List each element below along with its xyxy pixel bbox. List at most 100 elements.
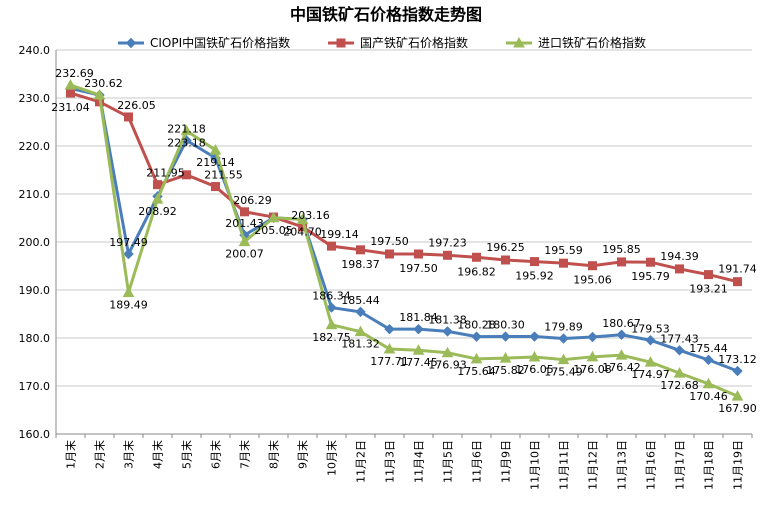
y-tick-label: 170.0 <box>19 380 51 393</box>
series-point <box>616 329 627 340</box>
data-label: 205.05 <box>254 224 293 237</box>
legend-label: CIOPI中国铁矿石价格指数 <box>150 35 290 50</box>
data-label: 195.92 <box>515 270 554 283</box>
data-label: 181.32 <box>341 338 380 351</box>
series-point <box>124 112 133 122</box>
data-label: 176.42 <box>602 361 641 374</box>
data-label: 211.55 <box>204 169 243 182</box>
series-point <box>529 331 540 342</box>
data-label: 167.90 <box>718 402 757 415</box>
series-point <box>557 353 570 365</box>
data-label: 175.44 <box>689 342 728 355</box>
data-label: 226.05 <box>117 99 156 112</box>
y-tick-label: 190.0 <box>19 284 51 297</box>
series-point <box>471 331 482 342</box>
series-point <box>587 331 598 343</box>
chart-legend: CIOPI中国铁矿石价格指数 国产铁矿石价格指数 进口铁矿石价格指数 <box>118 35 646 50</box>
series-point <box>470 352 483 364</box>
data-label: 196.25 <box>486 241 525 254</box>
x-tick-label: 11月4日 <box>413 440 426 483</box>
series-point <box>702 377 715 389</box>
series-point <box>325 318 338 330</box>
data-label: 195.06 <box>573 274 612 287</box>
series-point <box>413 323 424 335</box>
series-point <box>64 79 77 90</box>
data-label: 172.68 <box>660 379 699 392</box>
series-point <box>472 252 481 262</box>
series-point <box>384 323 395 335</box>
legend-label: 进口铁矿石价格指数 <box>538 35 646 50</box>
y-tick-label: 220.0 <box>19 140 51 153</box>
series-point <box>443 250 452 260</box>
data-label: 201.43 <box>225 217 264 230</box>
x-tick-label: 5月末 <box>180 440 194 469</box>
series-point <box>731 390 744 401</box>
legend-marker <box>336 38 346 48</box>
series-point <box>182 170 191 180</box>
series-point <box>151 193 164 204</box>
data-label: 193.21 <box>689 283 728 296</box>
series-point <box>153 180 162 190</box>
series-point <box>617 257 626 267</box>
series-point <box>209 144 222 155</box>
y-tick-label: 200.0 <box>19 236 51 249</box>
series-point <box>355 306 366 318</box>
data-label: 174.97 <box>631 368 670 381</box>
data-label: 197.23 <box>428 236 467 249</box>
series-point <box>733 277 742 287</box>
series-point <box>528 350 541 362</box>
data-label: 195.79 <box>631 270 670 283</box>
x-tick-label: 3月末 <box>122 440 136 469</box>
data-label: 175.64 <box>457 365 496 378</box>
x-tick-label: 11月3日 <box>384 440 397 483</box>
data-label: 186.34 <box>312 290 351 303</box>
data-label: 197.49 <box>109 236 148 249</box>
data-label: 195.85 <box>602 243 641 256</box>
series-point <box>211 182 220 192</box>
x-tick-label: 11月19日 <box>732 440 745 490</box>
series-point <box>385 249 394 259</box>
series-point <box>646 257 655 267</box>
series-point <box>558 333 569 344</box>
data-label: 231.04 <box>51 101 90 114</box>
series-point <box>732 365 743 377</box>
x-tick-label: 11月11日 <box>558 440 571 490</box>
series-point <box>123 248 134 260</box>
series-point <box>326 302 337 313</box>
data-label: 181.84 <box>399 311 438 324</box>
series-point <box>267 211 280 223</box>
data-label: 177.45 <box>399 356 438 369</box>
chart-title: 中国铁矿石价格指数走势图 <box>290 5 482 24</box>
series-point <box>383 342 396 354</box>
data-label: 197.50 <box>370 235 409 248</box>
series-point <box>296 213 309 224</box>
data-label: 180.28 <box>457 319 496 332</box>
series-point <box>441 346 454 358</box>
x-tick-label: 11月18日 <box>703 440 716 490</box>
series-point <box>704 270 713 280</box>
data-label: 204.70 <box>283 225 322 238</box>
series-point <box>500 331 511 342</box>
series-point <box>414 249 423 259</box>
series-point <box>588 261 597 271</box>
data-label: 203.16 <box>291 209 330 222</box>
x-tick-label: 11月10日 <box>529 440 542 490</box>
x-tick-label: 11月2日 <box>355 440 368 483</box>
data-label: 175.82 <box>486 364 525 377</box>
series-point <box>703 354 714 366</box>
x-tick-label: 7月末 <box>238 440 252 469</box>
y-tick-label: 210.0 <box>19 188 51 201</box>
x-tick-label: 1月末 <box>64 440 78 469</box>
data-labels: 197.49221.18201.43186.34185.44181.84181.… <box>51 67 757 415</box>
series-point <box>93 88 106 100</box>
legend-label: 国产铁矿石价格指数 <box>360 35 468 50</box>
data-label: 194.39 <box>660 250 699 263</box>
data-label: 185.44 <box>341 294 380 307</box>
data-label: 176.05 <box>515 363 554 376</box>
x-tick-label: 11月13日 <box>616 440 629 490</box>
series-point <box>674 345 685 356</box>
data-label: 180.67 <box>602 317 641 330</box>
x-tick-label: 11月17日 <box>674 440 687 490</box>
data-label: 223.18 <box>167 137 206 150</box>
